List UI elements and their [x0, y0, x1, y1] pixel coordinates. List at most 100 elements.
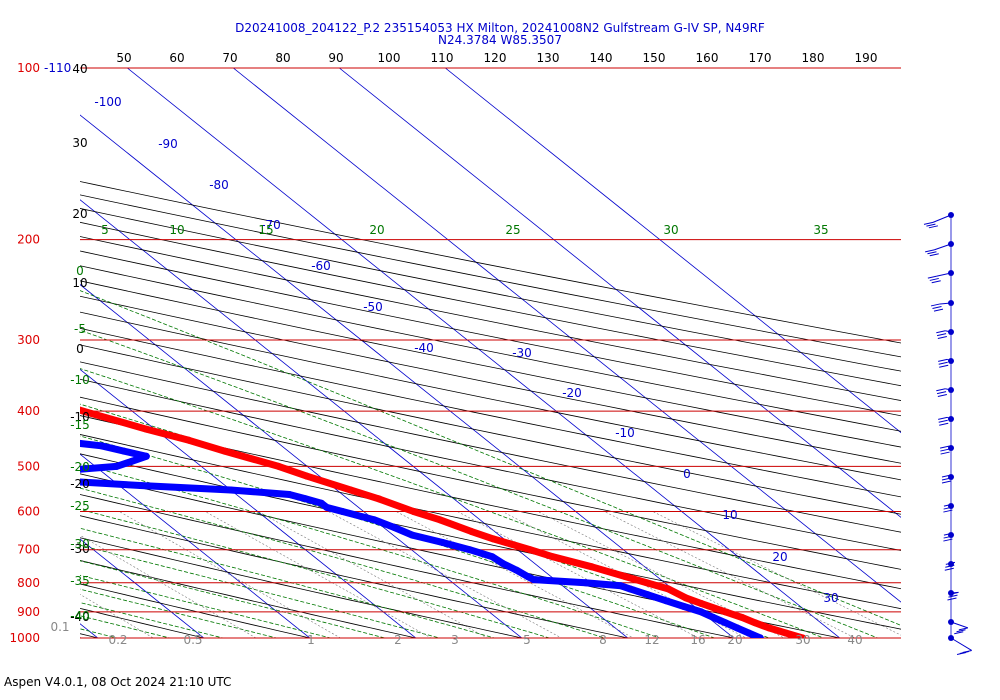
top-f-label: 140: [590, 51, 613, 65]
moist-adiabat-label: 30: [663, 223, 678, 237]
dewpoint-point: [339, 508, 346, 515]
temperature-point: [221, 447, 229, 455]
dry-adiabat-line: [80, 396, 901, 570]
isotherm-label: 10: [722, 508, 737, 522]
temperature-point: [275, 462, 283, 470]
wind-barb-feather: [938, 361, 948, 365]
mixing-ratio-line: [604, 511, 856, 638]
temperature-point: [185, 436, 193, 444]
wind-barb-feather: [944, 567, 954, 571]
wind-barb-feather: [938, 358, 948, 362]
wind-barb-feather: [937, 394, 947, 398]
mixing-ratio-label: 2: [394, 633, 402, 647]
moist-adiabat-label: 10: [169, 223, 184, 237]
top-f-label: 80: [275, 51, 290, 65]
dewpoint-point: [51, 473, 58, 480]
isotherm-label: 20: [772, 550, 787, 564]
mixing-ratio-label: 20: [727, 633, 742, 647]
dewpoint-point: [745, 629, 753, 637]
left-axis-label: -10: [70, 410, 90, 424]
moist-adiabat-line: [80, 463, 662, 638]
wind-barb: [933, 243, 952, 251]
wind-barb-feather: [945, 564, 955, 568]
chart-location: N24.3784 W85.3507: [438, 33, 562, 47]
dewpoint-point: [317, 499, 325, 507]
dewpoint-point: [390, 524, 398, 531]
dewpoint-point: [697, 608, 705, 616]
mixing-ratio-line: [537, 511, 785, 638]
wind-barb: [945, 330, 952, 333]
pressure-label: 900: [17, 605, 40, 619]
isotherm-line: [339, 68, 901, 518]
dry-adiabat-line: [80, 378, 901, 551]
wind-barb-feather: [936, 388, 946, 392]
mixing-ratio-label: 0.2: [108, 633, 127, 647]
mixing-ratio-label: 30: [795, 633, 810, 647]
isotherm-label: -100: [94, 95, 121, 109]
moist-left-label: -40: [70, 609, 90, 623]
moist-left-label: -5: [74, 322, 86, 336]
moist-adiabat-line: [80, 602, 225, 638]
wind-barb-feather: [933, 308, 944, 312]
temperature-point: [799, 634, 807, 638]
dry-adiabat-line: [80, 221, 901, 387]
dewpoint-point: [50, 468, 57, 475]
wind-barb-feather: [958, 627, 968, 631]
dewpoint-point: [644, 591, 652, 599]
isotherm-line: [0, 68, 7, 650]
wind-barb-feather: [938, 419, 948, 423]
dewpoint-point: [733, 624, 741, 632]
mixing-ratio-label: 0.5: [183, 633, 202, 647]
mixing-ratio-label: 16: [690, 633, 705, 647]
dewpoint-point: [662, 597, 670, 605]
isotherm-label: -20: [562, 386, 582, 400]
moist-adiabat-line: [80, 544, 441, 638]
isotherm-line: [80, 368, 417, 638]
moist-adiabat-label: 20: [369, 223, 384, 237]
left-axis-label: -30: [70, 542, 90, 556]
dewpoint-point: [680, 602, 688, 610]
wind-barb-feather: [929, 277, 939, 281]
moist-adiabat-line: [80, 368, 825, 638]
dry-adiabat-line: [80, 494, 736, 638]
wind-barb-feather: [936, 391, 947, 395]
wind-barb-feather: [940, 451, 950, 455]
dewpoint-point: [97, 442, 105, 450]
wind-barb-feather: [943, 506, 953, 510]
moist-adiabat-line: [80, 588, 279, 638]
isotherm-label: 0: [683, 467, 691, 481]
wind-barb-feather: [928, 225, 939, 229]
wind-barb-feather: [926, 223, 936, 227]
isotherm-line: [80, 453, 311, 638]
isotherm-line: [445, 68, 901, 434]
pressure-label: 500: [17, 459, 40, 473]
dewpoint-point: [512, 566, 520, 574]
dry-adiabat-line: [80, 537, 524, 638]
dewpoint-point: [530, 576, 538, 584]
wind-barb: [948, 445, 952, 449]
top-f-label: 180: [802, 51, 825, 65]
isotherm-line: [80, 114, 735, 638]
isotherm-line: [80, 284, 523, 638]
dewpoint-point: [626, 585, 634, 593]
isotherm-line: [80, 623, 99, 638]
dry-adiabat-line: [80, 515, 630, 638]
dewpoint-point: [370, 516, 378, 524]
temperature-point: [467, 527, 475, 535]
moist-left-label: -30: [70, 537, 90, 551]
dewpoint-point: [120, 447, 128, 455]
left-axis-label: 0: [76, 342, 84, 356]
dewpoint-point: [227, 486, 235, 494]
dewpoint-point: [408, 531, 416, 539]
pressure-label: 600: [17, 505, 40, 519]
dewpoint-point: [524, 573, 532, 580]
moist-left-label: -10: [70, 373, 90, 387]
moist-left-label: -20: [70, 460, 90, 474]
top-f-label: 70: [222, 51, 237, 65]
dry-adiabat-line: [80, 361, 901, 533]
temperature-point: [80, 407, 87, 415]
wind-barb-feather: [947, 597, 957, 601]
dry-adiabat-line: [80, 194, 901, 358]
temperature-point: [142, 425, 150, 433]
